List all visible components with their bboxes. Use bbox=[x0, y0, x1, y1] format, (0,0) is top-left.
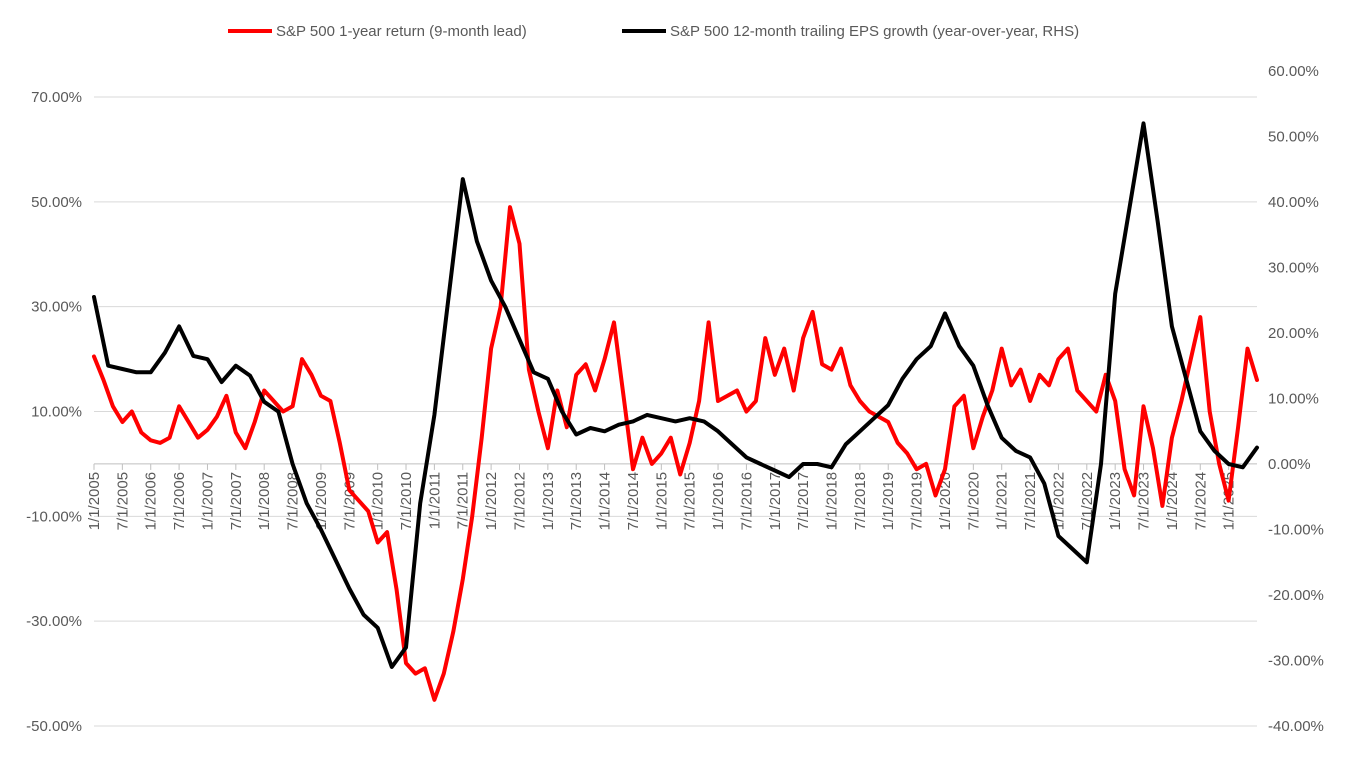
x-axis: 1/1/2005 7/1/2005 1/1/2006 7/1/2006 1/1/2007… bbox=[86, 463, 1238, 530]
x-tick-label: 7/1/2014 bbox=[625, 472, 642, 530]
series-layer bbox=[92, 121, 1259, 702]
x-tick-label: 1/1/2010 bbox=[370, 472, 387, 530]
gridlines bbox=[94, 96, 1257, 727]
x-tick-label: 1/1/2011 bbox=[426, 472, 443, 529]
x-tick-label: 1/1/2008 bbox=[256, 472, 273, 530]
y-left-tick-label: 30.00% bbox=[31, 299, 82, 316]
x-tick-label: 1/1/2006 bbox=[143, 472, 160, 530]
x-tick-label: 7/1/2009 bbox=[341, 472, 358, 530]
x-tick-label: 1/1/2007 bbox=[199, 472, 216, 530]
x-tick-label: 1/1/2023 bbox=[1107, 472, 1124, 530]
legend: S&P 500 1-year return (9-month lead) S&P… bbox=[228, 23, 1079, 40]
x-tick-label: 7/1/2008 bbox=[285, 472, 302, 530]
x-tick-label: 1/1/2012 bbox=[483, 472, 500, 530]
x-tick-label: 7/1/2011 bbox=[455, 472, 472, 529]
x-tick-label: 7/1/2023 bbox=[1136, 472, 1153, 530]
x-tick-label: 1/1/2019 bbox=[880, 472, 897, 530]
x-tick-label: 7/1/2006 bbox=[171, 472, 188, 530]
x-tick-label: 7/1/2018 bbox=[852, 472, 869, 530]
y-left-tick-label: 70.00% bbox=[31, 89, 82, 106]
y-right-tick-label: 30.00% bbox=[1268, 260, 1319, 277]
x-tick-label: 1/1/2024 bbox=[1164, 472, 1181, 530]
y-axis-right: 60.00% 50.00% 40.00% 30.00% 20.00% 10.00% 0.00… bbox=[1268, 63, 1324, 735]
x-tick-label: 1/1/2021 bbox=[994, 472, 1011, 530]
y-right-tick-label: -20.00% bbox=[1268, 587, 1324, 604]
series-line-eps-growth bbox=[92, 121, 1259, 669]
x-tick-label: 7/1/2016 bbox=[738, 472, 755, 530]
x-tick-label: 7/1/2020 bbox=[965, 472, 982, 530]
x-tick-label: 1/1/2009 bbox=[313, 472, 330, 530]
y-right-tick-label: 40.00% bbox=[1268, 194, 1319, 211]
x-tick-label: 7/1/2017 bbox=[795, 472, 812, 530]
y-left-tick-label: -30.00% bbox=[26, 613, 82, 630]
y-right-tick-label: 20.00% bbox=[1268, 325, 1319, 342]
y-left-tick-label: -10.00% bbox=[26, 508, 82, 525]
x-tick-label: 7/1/2012 bbox=[511, 472, 528, 530]
x-tick-label: 7/1/2013 bbox=[568, 472, 585, 530]
x-tick-label: 1/1/2017 bbox=[767, 472, 784, 530]
x-tick-label: 1/1/2005 bbox=[86, 472, 103, 530]
x-tick-label: 1/1/2013 bbox=[540, 472, 557, 530]
x-tick-label: 7/1/2015 bbox=[682, 472, 699, 530]
y-right-tick-label: -10.00% bbox=[1268, 522, 1324, 539]
x-tick-label: 1/1/2014 bbox=[597, 472, 614, 530]
y-left-tick-label: 50.00% bbox=[31, 194, 82, 211]
y-right-tick-label: 10.00% bbox=[1268, 391, 1319, 408]
x-tick-label: 1/1/2016 bbox=[710, 472, 727, 530]
y-right-tick-label: -30.00% bbox=[1268, 653, 1324, 670]
y-right-tick-label: 60.00% bbox=[1268, 63, 1319, 80]
y-left-tick-label: -50.00% bbox=[26, 718, 82, 735]
series-line-return bbox=[92, 205, 1259, 702]
legend-label-red: S&P 500 1-year return (9-month lead) bbox=[276, 23, 527, 40]
y-right-tick-label: 50.00% bbox=[1268, 129, 1319, 146]
y-left-tick-label: 10.00% bbox=[31, 404, 82, 421]
y-right-tick-label: 0.00% bbox=[1268, 456, 1311, 473]
x-tick-label: 7/1/2010 bbox=[398, 472, 415, 530]
x-tick-label: 1/1/2015 bbox=[653, 472, 670, 530]
y-right-tick-label: -40.00% bbox=[1268, 718, 1324, 735]
x-tick-label: 7/1/2005 bbox=[114, 472, 131, 530]
x-tick-label: 7/1/2021 bbox=[1022, 472, 1039, 530]
x-tick-label: 1/1/2020 bbox=[937, 472, 954, 530]
y-axis-left: 70.00% 50.00% 30.00% 10.00% -10.00% -30.00% -5… bbox=[26, 89, 82, 735]
x-tick-label: 1/1/2018 bbox=[824, 472, 841, 530]
x-tick-label: 7/1/2019 bbox=[909, 472, 926, 530]
x-tick-label: 7/1/2007 bbox=[228, 472, 245, 530]
x-tick-label: 7/1/2024 bbox=[1192, 472, 1209, 530]
legend-label-black: S&P 500 12-month trailing EPS growth (ye… bbox=[670, 23, 1079, 40]
